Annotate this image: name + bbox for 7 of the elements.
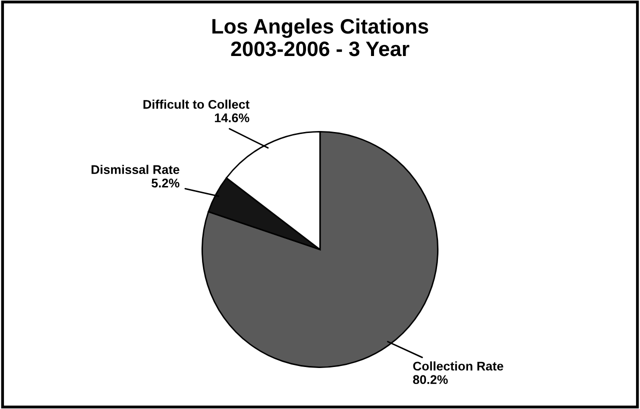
data-label: 80.2% xyxy=(413,375,448,384)
slice-label: Difficult to Collect xyxy=(143,100,250,109)
data-label: 14.6% xyxy=(214,113,250,122)
slice-label: Collection Rate xyxy=(413,361,504,371)
slice-label: Dismissal Rate xyxy=(92,164,180,174)
data-label: 5.2% xyxy=(152,178,180,188)
chart-title: Los Angeles Citations 2003-2006 - 3 Year xyxy=(212,18,428,56)
